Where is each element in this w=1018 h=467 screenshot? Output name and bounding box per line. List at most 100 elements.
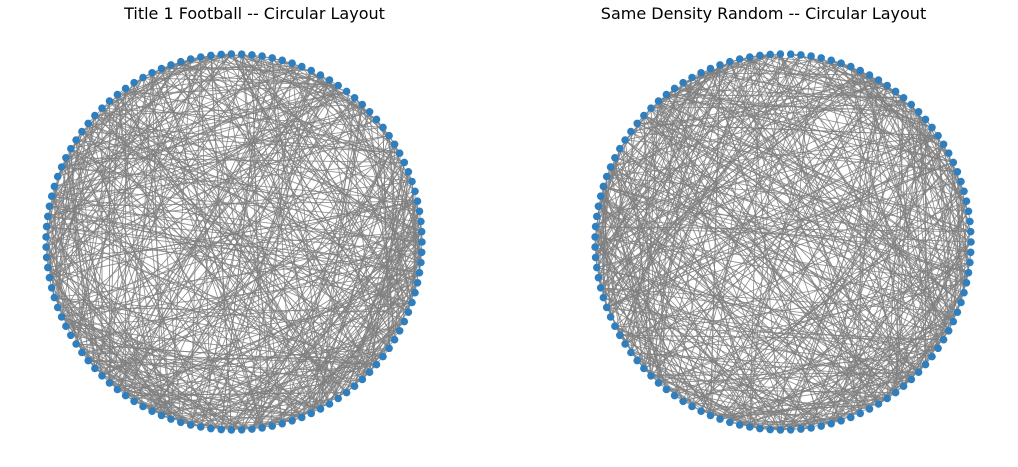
graph-edge: [650, 61, 731, 376]
graph-edge: [51, 161, 405, 197]
graph-edge: [749, 53, 781, 58]
graph-edge: [109, 82, 135, 383]
graph-node: [679, 397, 687, 406]
graph-edge: [388, 135, 405, 322]
graph-node: [53, 303, 62, 312]
graph-node: [237, 50, 246, 58]
graph-edge: [251, 423, 283, 430]
graph-node: [688, 73, 696, 82]
graph-edge: [88, 122, 418, 284]
graph-node: [960, 288, 968, 297]
graph-edge: [658, 100, 761, 429]
graph-edge: [200, 272, 420, 428]
graph-edge: [133, 82, 172, 420]
graph-edge: [595, 236, 962, 303]
graph-edge: [180, 321, 405, 423]
graph-edge: [630, 352, 761, 429]
graph-edge: [594, 135, 939, 248]
graph-edge: [151, 72, 423, 243]
graph-node: [417, 248, 426, 257]
graph-edge: [61, 316, 253, 430]
graph-node: [186, 55, 195, 63]
graph-node: [797, 425, 805, 433]
graph-node: [217, 425, 225, 434]
graph-node: [593, 263, 601, 272]
graph-edge: [94, 115, 144, 407]
graph-edge: [749, 56, 861, 414]
graph-edge: [658, 251, 971, 384]
graph-edge: [320, 321, 405, 410]
graph-edge: [94, 368, 162, 416]
graph-edge: [47, 139, 77, 268]
graph-edge: [53, 115, 96, 298]
graph-edge: [619, 148, 896, 393]
graph-node: [776, 426, 785, 434]
graph-node: [177, 418, 185, 427]
graph-edge: [161, 66, 302, 70]
graph-edge: [251, 54, 283, 61]
graph-node: [62, 154, 70, 162]
graph-edge: [231, 53, 395, 340]
graph-edge: [594, 246, 896, 394]
graph-node: [647, 104, 655, 112]
graph-node: [139, 73, 147, 82]
graph-edge: [700, 55, 812, 412]
graph-node: [891, 87, 900, 96]
graph-node: [746, 423, 754, 431]
graph-edge: [610, 74, 870, 168]
graph-node: [606, 313, 615, 321]
graph-node: [390, 140, 399, 149]
graph-node: [418, 238, 426, 246]
graph-edge: [81, 131, 395, 341]
graph-node: [417, 227, 426, 236]
graph-node: [227, 50, 236, 58]
graph-node: [827, 56, 835, 65]
graph-edge: [910, 282, 967, 380]
graph-edge: [810, 104, 912, 429]
graph-edge: [94, 79, 330, 369]
graph-edge: [394, 144, 422, 263]
graph-edge: [598, 74, 870, 207]
graph-edge: [666, 94, 879, 405]
graph-node: [84, 119, 92, 128]
graph-edge: [117, 53, 232, 96]
graph-node: [670, 84, 679, 93]
graph-node: [248, 425, 256, 433]
graph-node: [611, 322, 619, 331]
graph-node: [865, 405, 874, 413]
graph-edge: [76, 139, 413, 182]
graph-node: [45, 202, 54, 211]
graph-node: [325, 400, 334, 408]
graph-edge: [411, 181, 418, 283]
graph-edge: [46, 59, 283, 227]
graph-node: [42, 233, 50, 241]
graph-node: [227, 426, 236, 434]
graph-node: [288, 417, 296, 425]
graph-node: [334, 81, 343, 90]
graph-edge: [619, 70, 861, 336]
graph-edge: [729, 61, 912, 106]
graph-node: [395, 327, 404, 335]
graph-edge: [701, 72, 870, 76]
graph-edge: [658, 262, 971, 384]
graph-edge: [769, 85, 888, 430]
graph-node: [408, 298, 416, 307]
graph-node: [316, 405, 325, 413]
graph-node: [735, 55, 744, 63]
graph-edge: [200, 321, 405, 428]
graph-edge: [937, 135, 954, 322]
graph-node: [45, 273, 54, 282]
graph-edge: [602, 64, 721, 298]
graph-edge: [70, 90, 347, 150]
graph-edge: [596, 181, 962, 269]
graph-node: [966, 258, 974, 267]
graph-edge: [859, 127, 933, 414]
graph-edge: [151, 97, 355, 412]
graph-node: [316, 71, 325, 79]
graph-edge: [729, 241, 972, 423]
graph-edge: [719, 64, 888, 86]
graph-node: [957, 298, 965, 307]
graph-edge: [361, 104, 413, 303]
graph-edge: [595, 257, 602, 288]
graph-node: [307, 409, 316, 418]
